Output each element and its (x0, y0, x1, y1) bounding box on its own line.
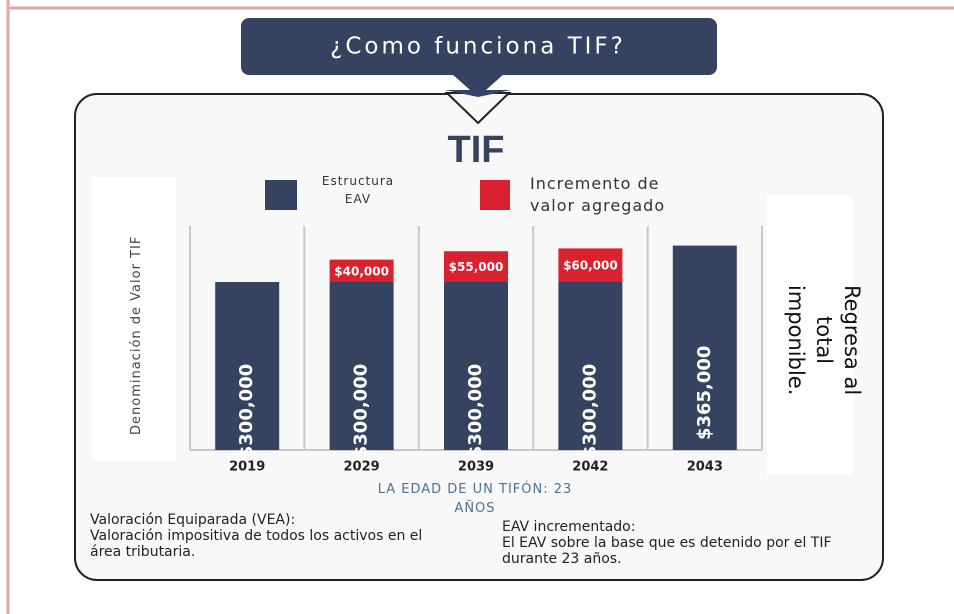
bar-label: $55,000 (449, 260, 504, 274)
x-axis-label: LA EDAD DE UN TIFÓN: 23 AÑOS (377, 482, 573, 516)
header-box (241, 18, 717, 75)
header: ¿Como funciona TIF? (330, 34, 626, 60)
chart-title: TIF (448, 129, 505, 171)
pointer (445, 90, 511, 97)
bar (672, 245, 737, 450)
bar (444, 251, 508, 282)
note-title: EAV incrementado: (502, 519, 636, 535)
panel (767, 195, 853, 475)
x-tick-label: 2042 (572, 460, 608, 475)
bar (444, 282, 508, 450)
pointer (452, 74, 504, 97)
legend-label: Estructura EAV (321, 174, 395, 206)
bar-label: $300,000 (351, 364, 372, 459)
bar-label: $300,000 (465, 364, 486, 459)
bar-label: $300,000 (579, 364, 600, 459)
note-title: Valoración Equiparada (VEA): (90, 512, 296, 528)
bar-label: $365,000 (694, 346, 715, 441)
note: Valoración Equiparada (VEA): Valoración … (90, 512, 440, 560)
x-tick-label: 2019 (229, 460, 265, 475)
bar (329, 282, 394, 450)
bar (215, 282, 280, 450)
bar (329, 259, 394, 282)
legend-swatch (265, 180, 297, 210)
note: EAV incrementado: El EAV sobre la base q… (502, 519, 872, 567)
bar (558, 282, 623, 450)
legend-swatch (480, 180, 510, 210)
x-tick-label: 2029 (344, 460, 380, 475)
panel (92, 177, 176, 461)
y-axis-label: Denominación de Valor TIF (129, 235, 144, 435)
x-tick-label: 2039 (458, 460, 494, 475)
note-text: El EAV sobre la base que es detenido por… (502, 535, 832, 567)
note-text: Valoración impositiva de todos los activ… (90, 528, 423, 560)
bar-label: $40,000 (334, 264, 389, 278)
x-tick-label: 2043 (687, 460, 723, 475)
side-note: Regresa al total imponible. (784, 284, 864, 396)
legend-label: Incremento de valor agregado (530, 174, 666, 215)
bar (558, 248, 623, 282)
bar-label: $300,000 (236, 364, 257, 459)
bar-label: $60,000 (563, 259, 618, 273)
